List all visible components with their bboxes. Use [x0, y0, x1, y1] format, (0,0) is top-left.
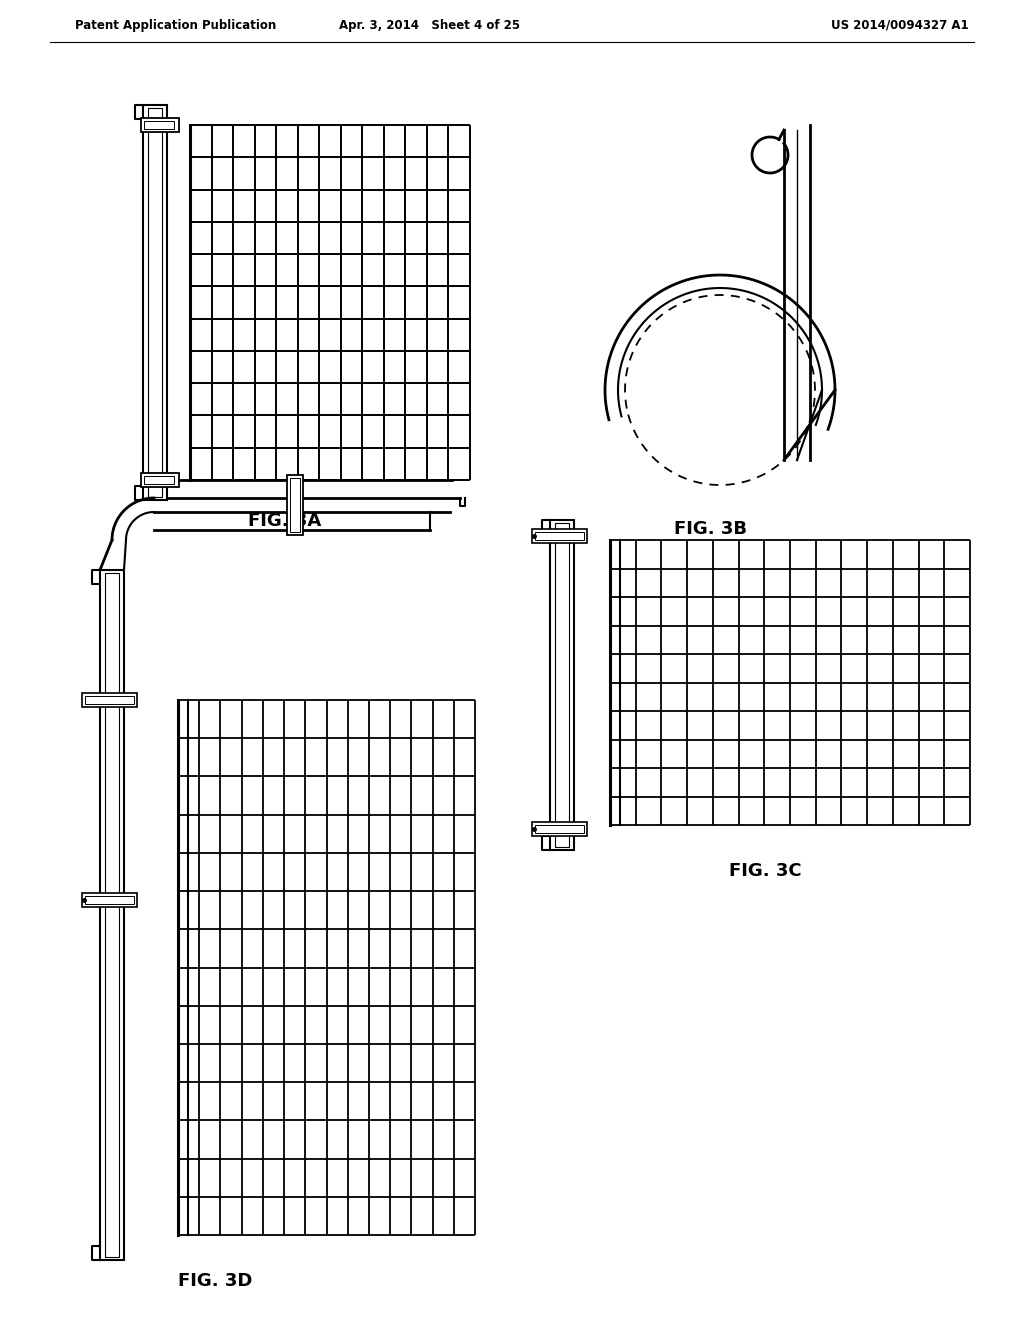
Bar — [290, 478, 300, 532]
Bar — [555, 523, 568, 847]
Text: Apr. 3, 2014   Sheet 4 of 25: Apr. 3, 2014 Sheet 4 of 25 — [339, 18, 520, 32]
Bar — [105, 573, 119, 1257]
Bar — [82, 693, 137, 708]
Text: FIG. 3B: FIG. 3B — [674, 520, 746, 539]
Bar — [85, 896, 134, 904]
Bar — [141, 117, 179, 132]
Bar — [82, 894, 137, 907]
Bar — [535, 825, 584, 833]
Bar — [100, 570, 124, 1261]
Text: FIG. 3C: FIG. 3C — [729, 862, 802, 880]
Text: FIG. 3D: FIG. 3D — [178, 1272, 252, 1290]
Bar — [287, 475, 303, 535]
Bar — [144, 477, 174, 484]
Bar — [141, 473, 179, 487]
Bar — [550, 520, 574, 850]
Text: FIG. 3A: FIG. 3A — [249, 512, 322, 531]
Bar — [532, 529, 587, 543]
Bar — [535, 532, 584, 540]
Text: Patent Application Publication: Patent Application Publication — [75, 18, 276, 32]
Text: US 2014/0094327 A1: US 2014/0094327 A1 — [831, 18, 969, 32]
Bar — [148, 108, 162, 498]
Bar — [85, 696, 134, 704]
Bar — [143, 106, 167, 500]
Bar — [532, 822, 587, 836]
Bar — [144, 121, 174, 129]
